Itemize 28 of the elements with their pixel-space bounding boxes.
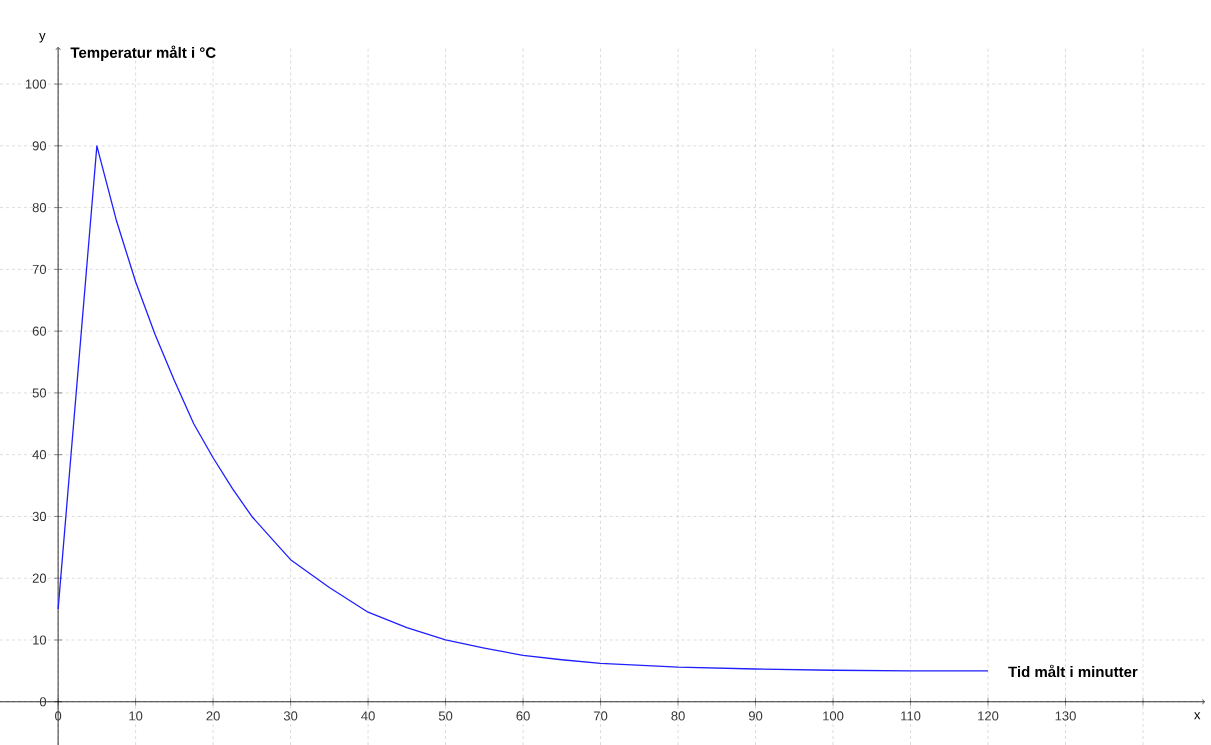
annotation: Tid målt i minutter <box>1008 664 1138 678</box>
y-tick-label: 40 <box>32 450 47 460</box>
y-tick-label: 90 <box>32 141 47 151</box>
x-tick-label: 70 <box>594 711 608 721</box>
y-tick-label: 20 <box>32 573 47 583</box>
y-axis-title: y <box>39 32 46 43</box>
y-tick-label: 80 <box>32 202 47 213</box>
line-series <box>57 145 989 672</box>
y-tick-label: 10 <box>33 635 47 645</box>
x-tick-label: 50 <box>438 711 453 721</box>
x-tick-label: 40 <box>361 711 375 721</box>
y-tick-label: 100 <box>25 79 47 89</box>
x-tick-label: 100 <box>823 711 844 721</box>
y-tick-label: 60 <box>32 326 47 336</box>
x-tick-label: 60 <box>516 711 530 721</box>
x-tick-label: 130 <box>1055 711 1076 721</box>
y-tick-label: 30 <box>32 511 47 522</box>
x-tick-label: 30 <box>283 711 298 721</box>
x-tick-label: 20 <box>206 711 220 721</box>
annotation: Temperatur målt i °C <box>70 45 216 61</box>
x-tick-label: 110 <box>901 711 921 721</box>
x-tick-label: 90 <box>748 711 763 721</box>
x-axis-title: x <box>1194 712 1201 720</box>
y-tick-label: 70 <box>32 264 47 274</box>
y-tick-label: 50 <box>32 388 47 398</box>
x-tick-label: 10 <box>129 711 143 721</box>
x-tick-label: 80 <box>671 711 685 721</box>
x-tick-label: 120 <box>978 711 999 721</box>
